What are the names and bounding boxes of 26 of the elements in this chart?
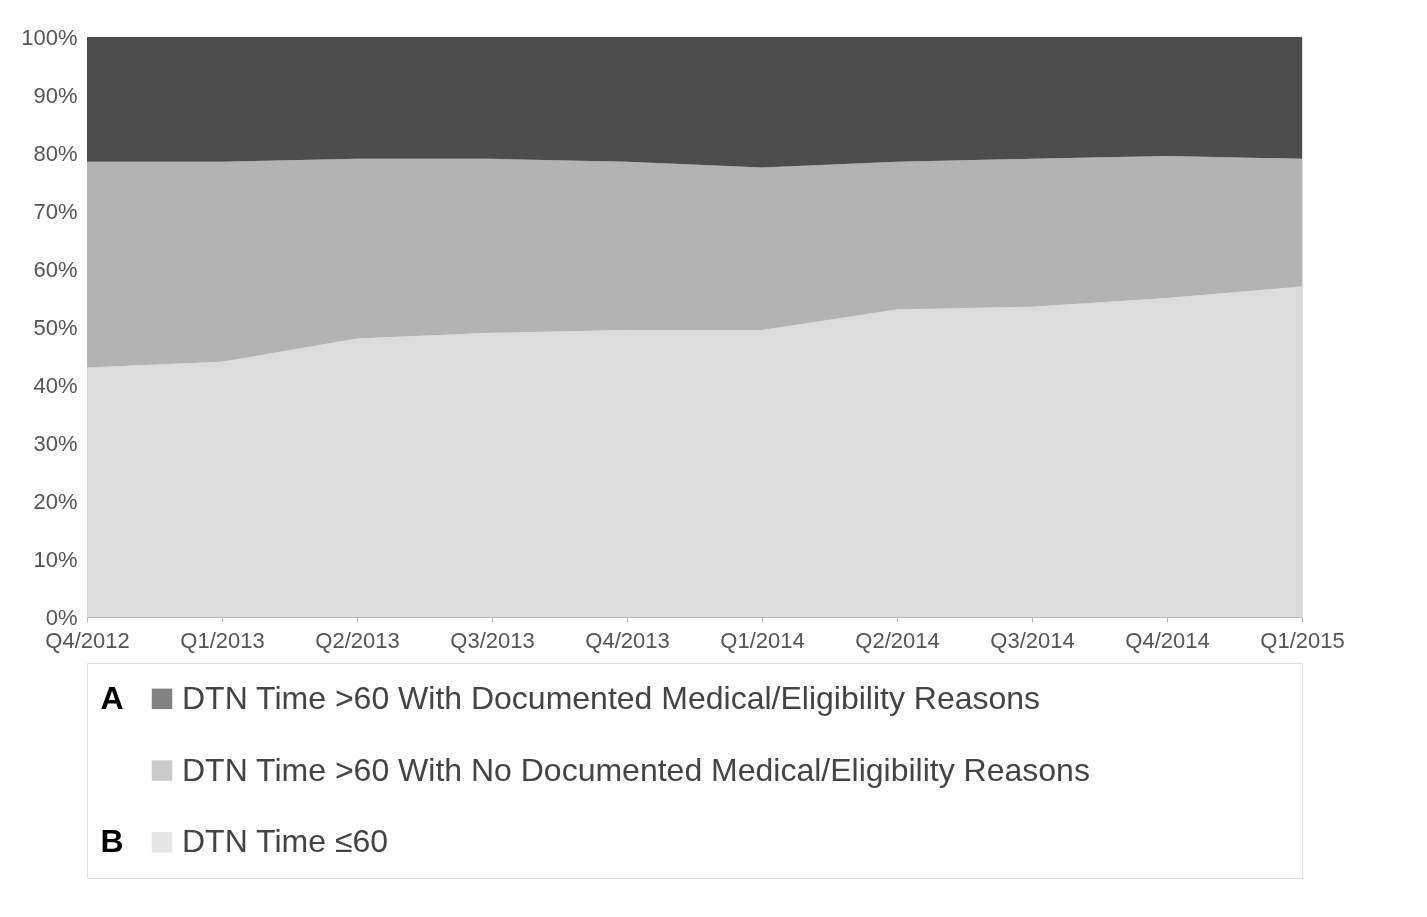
y-tick-label: 100% bbox=[21, 24, 78, 50]
legend-label: DTN Time ≤60 bbox=[182, 823, 389, 860]
x-tick-label: Q2/2014 bbox=[855, 627, 940, 653]
y-tick-label: 90% bbox=[33, 82, 78, 108]
y-tick-label: 20% bbox=[33, 488, 78, 514]
y-tick-label: 60% bbox=[33, 256, 78, 282]
text: A bbox=[100, 679, 124, 716]
x-tick-label: Q1/2015 bbox=[1260, 627, 1345, 653]
y-tick-label: 0% bbox=[45, 604, 78, 630]
legend-label: DTN Time >60 With Documented Medical/Eligibility Reasons bbox=[182, 679, 1041, 716]
y-tick-label: 50% bbox=[33, 314, 78, 340]
x-tick-label: Q2/2013 bbox=[315, 627, 400, 653]
x-tick-label: Q4/2014 bbox=[1125, 627, 1210, 653]
y-tick-label: 40% bbox=[33, 372, 78, 398]
x-tick-label: Q3/2014 bbox=[990, 627, 1075, 653]
legend-label: DTN Time >60 With No Documented Medical/Eligibility Reasons bbox=[182, 751, 1090, 788]
y-tick-label: 80% bbox=[33, 140, 78, 166]
x-tick-label: Q4/2012 bbox=[45, 627, 130, 653]
y-tick-label: 30% bbox=[33, 430, 78, 456]
y-tick-label: 10% bbox=[33, 546, 78, 572]
x-tick-label: Q4/2013 bbox=[585, 627, 670, 653]
x-tick-label: Q1/2014 bbox=[720, 627, 805, 653]
x-tick-label: Q1/2013 bbox=[180, 627, 265, 653]
text: B bbox=[100, 823, 124, 860]
x-tick-label: Q3/2013 bbox=[450, 627, 535, 653]
y-tick-label: 70% bbox=[33, 198, 78, 224]
